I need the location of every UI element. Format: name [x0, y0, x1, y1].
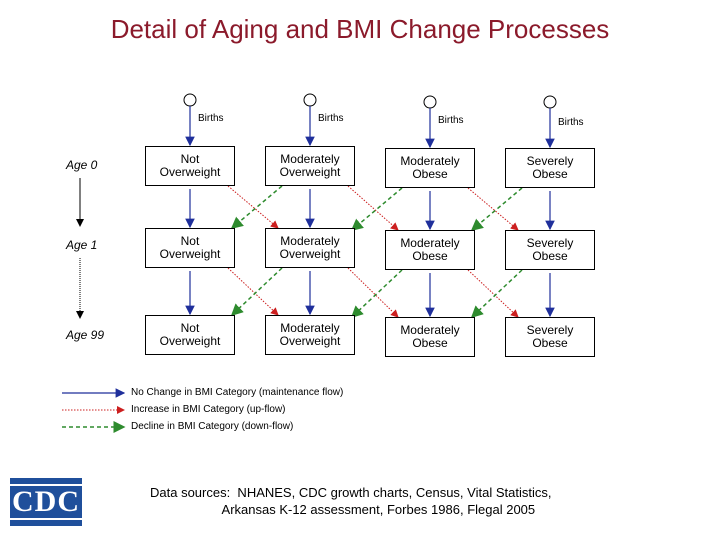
births-label: Births: [438, 115, 464, 126]
maintenance-flows: [185, 189, 555, 318]
box-line: Obese: [532, 249, 568, 263]
box-line: Overweight: [279, 165, 341, 179]
births-label: Births: [558, 117, 584, 128]
box-line: Overweight: [159, 334, 221, 348]
legend-lines: [62, 388, 126, 433]
box-line: Obese: [532, 167, 568, 181]
births-source-col3: Births: [423, 95, 464, 149]
box-line: Not: [180, 234, 200, 248]
box-line: Not: [180, 321, 200, 335]
births-source-col2: Births: [303, 93, 344, 147]
box-line: Moderately: [280, 152, 340, 166]
box-line: Moderately: [280, 321, 340, 335]
legend-decline: Decline in BMI Category (down-flow): [131, 421, 294, 432]
box-age1-moderately-overweight: Moderately Overweight: [265, 228, 355, 268]
box-line: Moderately: [280, 234, 340, 248]
legend-increase: Increase in BMI Category (up-flow): [131, 404, 286, 415]
box-line: Severely: [526, 154, 574, 168]
box-age0-moderately-obese: Moderately Obese: [385, 148, 475, 188]
page-title: Detail of Aging and BMI Change Processes: [110, 14, 610, 44]
births-source-col4: Births: [543, 95, 584, 149]
up-flows: [227, 185, 519, 318]
down-flows: [230, 185, 523, 319]
box-line: Overweight: [279, 247, 341, 261]
box-line: Overweight: [159, 165, 221, 179]
box-age1-not-overweight: Not Overweight: [145, 228, 235, 268]
box-age99-not-overweight: Not Overweight: [145, 315, 235, 355]
box-line: Severely: [526, 323, 574, 337]
box-line: Moderately: [400, 323, 460, 337]
data-sources-line1: Data sources: NHANES, CDC growth charts,…: [150, 485, 552, 500]
box-age0-moderately-overweight: Moderately Overweight: [265, 146, 355, 186]
box-line: Not: [180, 152, 200, 166]
data-sources: Data sources: NHANES, CDC growth charts,…: [150, 484, 551, 518]
box-line: Obese: [412, 249, 448, 263]
box-line: Severely: [526, 236, 574, 250]
box-age0-not-overweight: Not Overweight: [145, 146, 235, 186]
births-label: Births: [318, 113, 344, 124]
births-source-col1: Births: [183, 93, 224, 147]
box-line: Obese: [532, 336, 568, 350]
box-age1-moderately-obese: Moderately Obese: [385, 230, 475, 270]
box-age99-moderately-obese: Moderately Obese: [385, 317, 475, 357]
data-sources-line2: Arkansas K-12 assessment, Forbes 1986, F…: [150, 502, 536, 517]
box-age1-severely-obese: Severely Obese: [505, 230, 595, 270]
box-age99-moderately-overweight: Moderately Overweight: [265, 315, 355, 355]
box-line: Moderately: [400, 154, 460, 168]
box-line: Overweight: [279, 334, 341, 348]
box-age0-severely-obese: Severely Obese: [505, 148, 595, 188]
age-label-1: Age 1: [66, 238, 98, 252]
box-age99-severely-obese: Severely Obese: [505, 317, 595, 357]
age-label-0: Age 0: [66, 158, 98, 172]
cdc-logo-text: CDC: [9, 484, 83, 520]
age-label-99: Age 99: [66, 328, 105, 342]
box-line: Obese: [412, 336, 448, 350]
box-line: Moderately: [400, 236, 460, 250]
births-label: Births: [198, 113, 224, 124]
legend-no-change: No Change in BMI Category (maintenance f…: [131, 387, 344, 398]
cdc-logo: CDC: [9, 478, 83, 526]
box-line: Obese: [412, 167, 448, 181]
box-line: Overweight: [159, 247, 221, 261]
